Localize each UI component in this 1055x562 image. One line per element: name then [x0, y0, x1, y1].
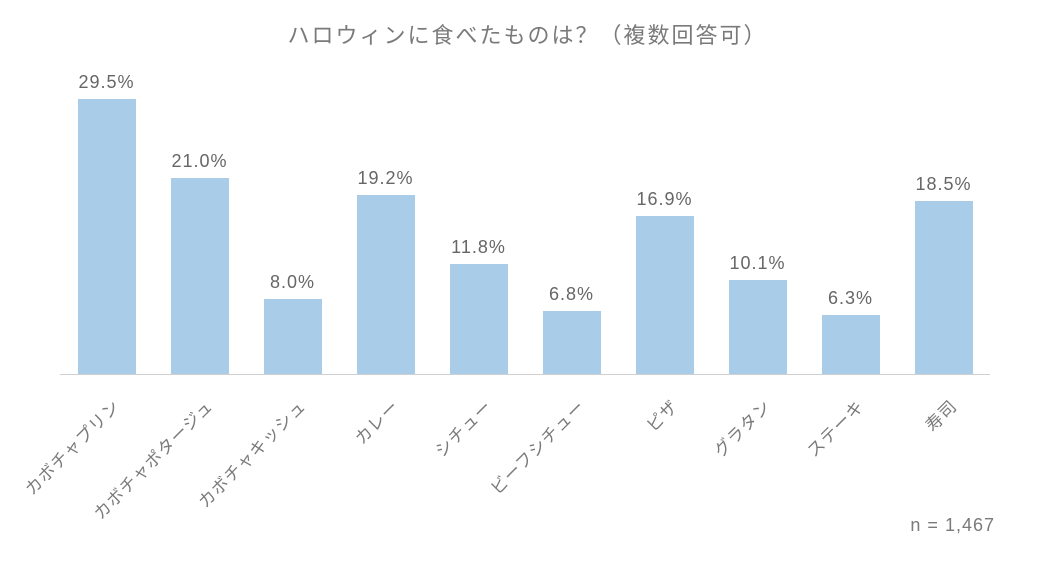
chart-title: ハロウィンに食べたものは？（複数回答可） [0, 18, 1055, 50]
bar-slot: 19.2% [339, 195, 432, 374]
chart-container: ハロウィンに食べたものは？（複数回答可） 29.5%21.0%8.0%19.2%… [0, 0, 1055, 562]
bar-value-label: 10.1% [729, 253, 785, 274]
bar-rect [357, 195, 415, 374]
bar-rect [264, 299, 322, 374]
labels-area: カボチャプリンカボチャポタージュカボチャキッシュカレーシチュービーフシチューピザ… [60, 385, 990, 515]
bar-rect [729, 280, 787, 374]
category-label: ピザ [639, 393, 682, 436]
bar-value-label: 21.0% [171, 151, 227, 172]
label-slot: グラタン [711, 385, 804, 515]
category-label: ステーキ [800, 393, 869, 462]
label-slot: シチュー [432, 385, 525, 515]
bar-rect [915, 201, 973, 374]
bar-rect [822, 315, 880, 374]
bar-slot: 6.3% [804, 315, 897, 374]
bar-slot: 8.0% [246, 299, 339, 374]
category-label: グラタン [707, 393, 776, 462]
bar-rect [450, 264, 508, 374]
bar-rect [78, 99, 136, 374]
bar-slot: 10.1% [711, 280, 804, 374]
bar-value-label: 19.2% [357, 168, 413, 189]
bar-slot: 29.5% [60, 99, 153, 374]
category-label: 寿司 [918, 393, 961, 436]
bar-slot: 18.5% [897, 201, 990, 374]
bar-rect [171, 178, 229, 374]
bar-rect [543, 311, 601, 374]
label-slot: ビーフシチュー [525, 385, 618, 515]
bar-slot: 11.8% [432, 264, 525, 374]
sample-size-label: n = 1,467 [910, 515, 995, 536]
bar-value-label: 8.0% [270, 272, 315, 293]
bar-value-label: 18.5% [915, 174, 971, 195]
label-slot: カレー [339, 385, 432, 515]
bar-rect [636, 216, 694, 374]
bar-value-label: 29.5% [78, 72, 134, 93]
label-slot: カボチャキッシュ [246, 385, 339, 515]
category-label: カレー [347, 393, 403, 449]
label-slot: ピザ [618, 385, 711, 515]
bar-slot: 16.9% [618, 216, 711, 374]
label-slot: ステーキ [804, 385, 897, 515]
bar-value-label: 11.8% [451, 237, 506, 258]
bar-value-label: 6.8% [549, 284, 594, 305]
bar-value-label: 16.9% [636, 189, 692, 210]
bar-value-label: 6.3% [828, 288, 873, 309]
label-slot: 寿司 [897, 385, 990, 515]
category-label: シチュー [428, 393, 497, 462]
bars-area: 29.5%21.0%8.0%19.2%11.8%6.8%16.9%10.1%6.… [60, 95, 990, 375]
bar-slot: 21.0% [153, 178, 246, 374]
bar-slot: 6.8% [525, 311, 618, 374]
